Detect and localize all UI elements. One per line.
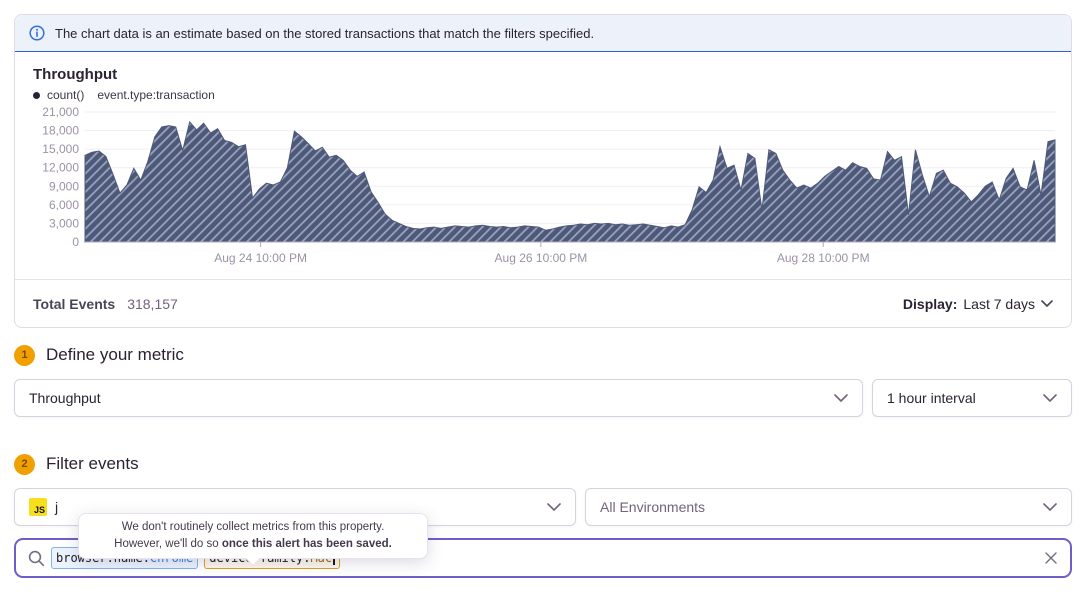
svg-text:Aug 28 10:00 PM: Aug 28 10:00 PM [777, 251, 870, 265]
info-icon [29, 25, 45, 41]
metric-select[interactable]: Throughput [14, 379, 863, 417]
total-events: Total Events 318,157 [33, 296, 178, 312]
javascript-platform-icon: JS [29, 498, 47, 516]
chevron-down-icon [1041, 300, 1053, 307]
metric-select-value: Throughput [29, 390, 101, 406]
section-define-metric: 1 Define your metric [14, 344, 1072, 366]
chart-title: Throughput [33, 66, 118, 83]
environment-select-value: All Environments [600, 499, 706, 515]
metrics-warning-tooltip: We don't routinely collect metrics from … [78, 513, 428, 567]
project-select-value: j [55, 499, 59, 515]
environment-select[interactable]: All Environments [585, 488, 1072, 526]
legend-query-label: event.type:transaction [97, 88, 215, 102]
svg-text:0: 0 [72, 235, 79, 249]
filter-row: JS j All Environments [14, 488, 1072, 526]
section-1-title: Define your metric [46, 345, 184, 364]
search-icon [28, 550, 45, 566]
step-2-badge: 2 [14, 453, 35, 475]
metric-row: Throughput 1 hour interval [14, 379, 1072, 417]
svg-text:12,000: 12,000 [42, 161, 79, 175]
banner-text: The chart data is an estimate based on t… [55, 25, 595, 41]
chart-header: Throughput count() event.type:transactio… [15, 52, 1071, 102]
interval-select-value: 1 hour interval [887, 390, 976, 406]
info-banner: The chart data is an estimate based on t… [15, 15, 1071, 52]
chevron-down-icon [547, 503, 561, 511]
clear-search-button[interactable] [1044, 551, 1058, 565]
chevron-down-icon [834, 394, 848, 402]
svg-text:18,000: 18,000 [42, 124, 79, 138]
display-range-dropdown[interactable]: Display: Last 7 days [903, 296, 1053, 312]
throughput-area-chart: 0 3,000 6,000 9,000 12,000 15,000 18,000 21,000… [42, 105, 1056, 265]
step-1-badge: 1 [14, 344, 35, 366]
svg-text:6,000: 6,000 [49, 198, 79, 212]
display-value: Last 7 days [963, 295, 1035, 312]
total-events-value: 318,157 [127, 295, 178, 312]
interval-select[interactable]: 1 hour interval [872, 379, 1072, 417]
display-label: Display: [902, 295, 958, 312]
chevron-down-icon [1043, 394, 1057, 402]
svg-text:Aug 26 10:00 PM: Aug 26 10:00 PM [495, 251, 588, 265]
svg-text:21,000: 21,000 [42, 105, 79, 119]
tooltip-line-1: We don't routinely collect metrics from … [121, 521, 385, 533]
close-icon [1045, 552, 1057, 564]
total-events-label: Total Events [33, 295, 116, 312]
tooltip-line-2: However, we'll do so once this alert has… [114, 537, 392, 550]
legend-series-dot [33, 91, 40, 99]
svg-text:9,000: 9,000 [49, 179, 79, 193]
legend-series-label: count() [47, 88, 85, 102]
chart-legend: count() event.type:transaction [33, 88, 1053, 102]
chart-panel: The chart data is an estimate based on t… [14, 14, 1072, 328]
svg-text:3,000: 3,000 [49, 216, 79, 230]
section-filter-events: 2 Filter events [14, 453, 1072, 475]
chart-plot-area: 0 3,000 6,000 9,000 12,000 15,000 18,000 21,000… [15, 102, 1071, 279]
svg-text:15,000: 15,000 [42, 142, 79, 156]
section-2-title: Filter events [46, 454, 139, 473]
chevron-down-icon [1043, 503, 1057, 511]
svg-text:Aug 24 10:00 PM: Aug 24 10:00 PM [214, 251, 307, 265]
chart-footer: Total Events 318,157 Display: Last 7 day… [15, 279, 1071, 327]
